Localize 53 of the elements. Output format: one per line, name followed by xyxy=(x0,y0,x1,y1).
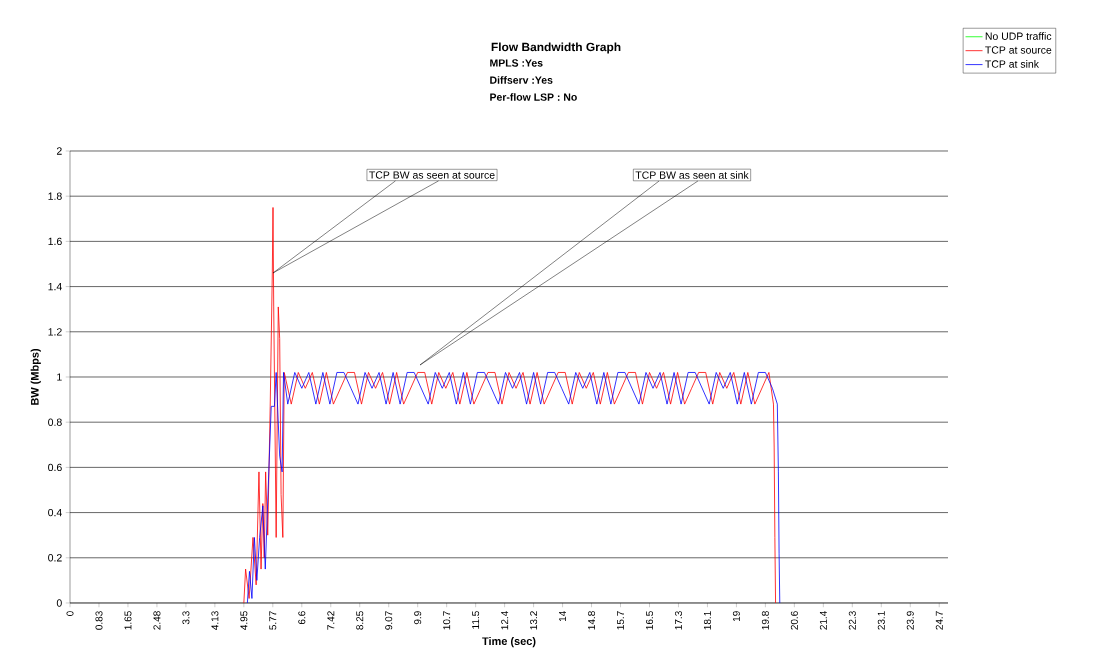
x-tick-label: 11.5 xyxy=(472,611,480,629)
y-tick-label: 1.8 xyxy=(48,192,62,200)
x-tick-label: 14 xyxy=(559,611,566,622)
x-tick-label: 15.7 xyxy=(617,611,624,630)
x-tick-label: 20.6 xyxy=(790,611,798,630)
x-tick-label: 4.95 xyxy=(240,611,248,630)
legend-label: TCP at source xyxy=(985,46,1052,54)
x-tick-label: 0 xyxy=(66,611,74,616)
y-tick-label: 0 xyxy=(56,599,62,607)
x-tick-label: 9.07 xyxy=(385,611,393,630)
x-tick-label: 19 xyxy=(732,611,740,622)
x-tick-label: 24.7 xyxy=(935,611,943,630)
x-tick-label: 19.8 xyxy=(761,611,769,630)
y-axis-title: BW (Mbps) xyxy=(30,348,41,405)
x-tick-label: 4.13 xyxy=(211,611,219,630)
x-tick-label: 0.83 xyxy=(95,611,103,630)
y-tick-label: 1.4 xyxy=(48,283,62,291)
x-axis-title: Time (sec) xyxy=(482,636,536,648)
x-tick-label: 22.3 xyxy=(848,611,856,630)
y-tick-label: 2 xyxy=(56,147,62,155)
annotation: TCP BW as seen at sink xyxy=(635,171,749,179)
x-tick-label: 17.3 xyxy=(674,611,682,630)
y-tick-label: 0.8 xyxy=(48,418,62,426)
x-tick-label: 7.42 xyxy=(327,611,335,630)
x-tick-label: 16.5 xyxy=(645,611,654,630)
chart-title: Flow Bandwidth Graph xyxy=(491,42,621,54)
y-tick-label: 1 xyxy=(57,373,62,381)
annotation: TCP BW as seen at source xyxy=(369,171,495,179)
x-tick-label: 1.65 xyxy=(124,611,132,630)
legend-label: TCP at sink xyxy=(985,60,1039,68)
x-tick-label: 21.4 xyxy=(819,611,827,630)
text: Diffserv :Yes xyxy=(490,76,553,84)
y-tick-label: 0.2 xyxy=(48,554,62,562)
x-tick-label: 12.4 xyxy=(501,611,509,630)
y-tick-label: 1.6 xyxy=(48,237,62,246)
text: Per-flow LSP : No xyxy=(490,93,577,101)
x-tick-label: 3.3 xyxy=(182,611,190,625)
legend-label: No UDP traffic xyxy=(985,32,1052,40)
y-tick-label: 0.6 xyxy=(48,463,62,472)
x-tick-label: 14.8 xyxy=(588,611,596,630)
x-tick-label: 8.25 xyxy=(356,611,364,630)
x-tick-label: 13.2 xyxy=(530,611,538,630)
text: MPLS :Yes xyxy=(490,59,543,67)
x-tick-label: 5.77 xyxy=(269,611,277,630)
y-tick-label: 1.2 xyxy=(48,328,62,336)
x-tick-label: 18.1 xyxy=(703,611,711,630)
x-tick-label: 2.48 xyxy=(153,611,161,630)
x-tick-label: 6.6 xyxy=(298,611,306,625)
x-tick-label: 23.1 xyxy=(877,611,885,630)
x-tick-label: 9.9 xyxy=(414,611,422,625)
y-tick-label: 0.4 xyxy=(48,508,62,517)
x-tick-label: 10.7 xyxy=(443,611,451,630)
x-tick-label: 23.9 xyxy=(906,611,914,630)
